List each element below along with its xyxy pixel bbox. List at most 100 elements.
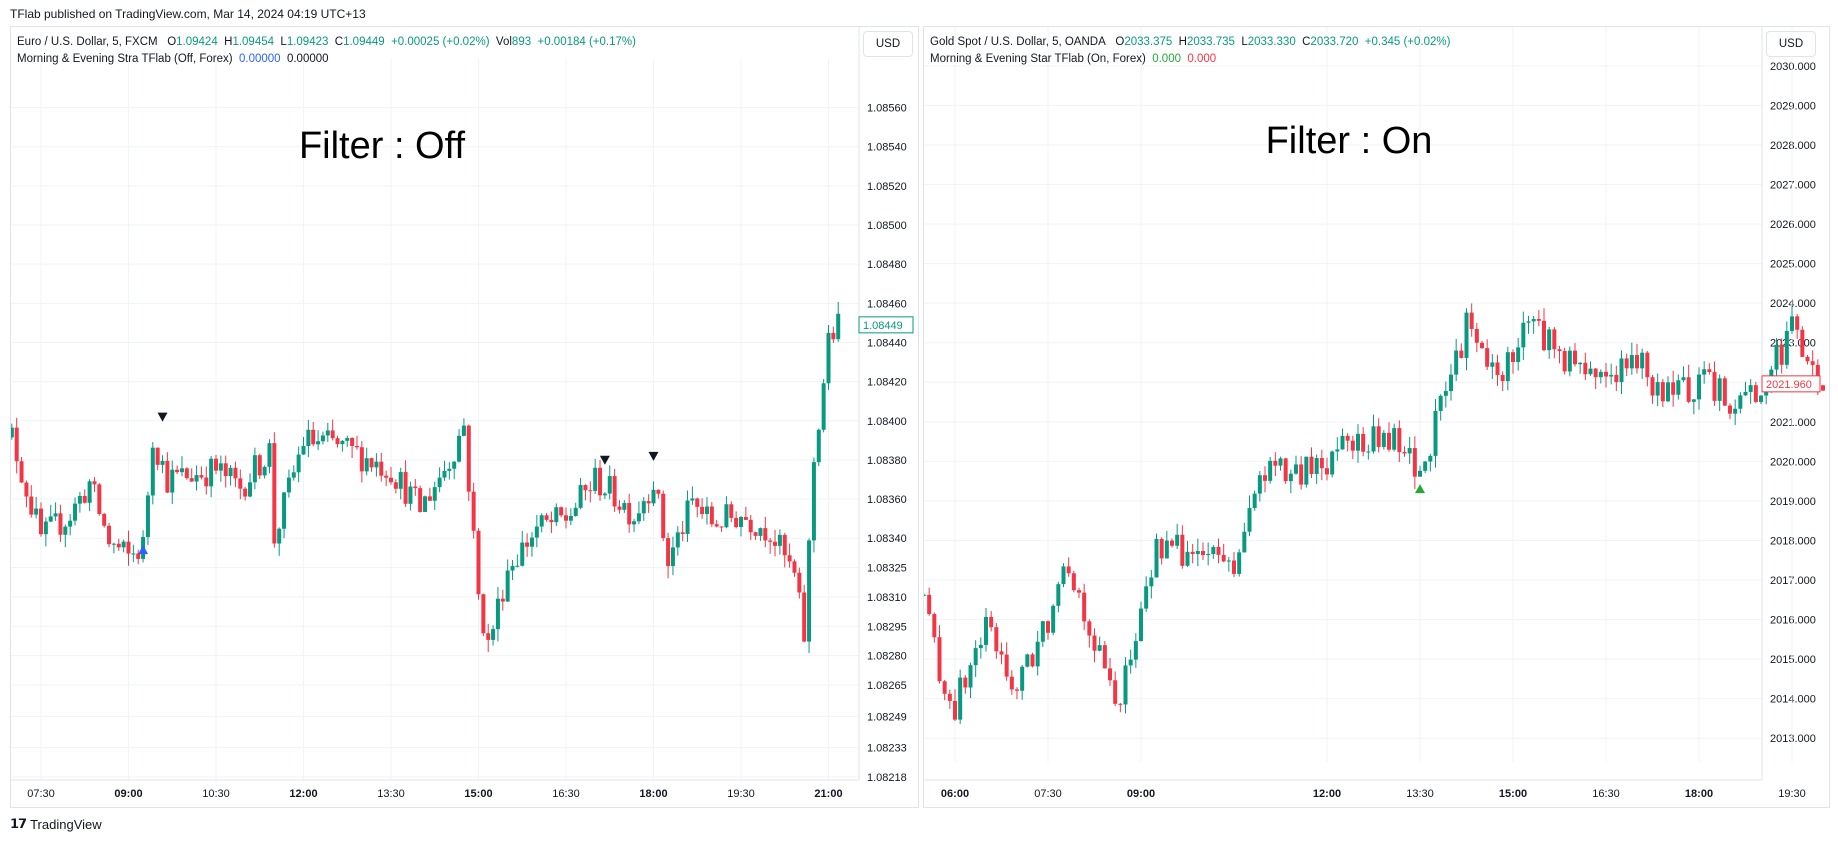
candle-body [272, 443, 277, 544]
x-tick-label: 15:00 [1499, 788, 1527, 800]
y-tick-label: 1.08400 [867, 416, 907, 428]
y-tick-label: 2016.000 [1770, 615, 1816, 627]
indicator-title[interactable]: Morning & Evening Star TFlab (On, Forex) [930, 53, 1146, 65]
candle-body [1583, 362, 1588, 375]
candle-body [777, 534, 782, 546]
candle-body [622, 503, 627, 510]
candle-body [994, 627, 999, 652]
last-price-tag [858, 316, 914, 334]
candle-body [1314, 458, 1319, 474]
candle-body [189, 478, 194, 482]
x-tick-label: 19:30 [1778, 788, 1806, 800]
indicator-title[interactable]: Morning & Evening Stra TFlab (Off, Forex… [17, 53, 233, 65]
candle-body [602, 493, 607, 496]
candle-body [1330, 451, 1335, 475]
candle-body [1552, 329, 1557, 350]
candle-body [724, 504, 729, 528]
candle-body [1345, 435, 1350, 441]
candle-body [1753, 385, 1758, 402]
published-caption: TFlab published on TradingView.com, Mar … [10, 7, 366, 21]
y-tick-label: 2021.000 [1770, 417, 1816, 429]
candle-body [1247, 508, 1252, 532]
evening-star-signal-icon [648, 451, 659, 461]
candle-body [1170, 540, 1174, 546]
candle-body [1035, 641, 1040, 667]
candle-body [471, 491, 476, 531]
x-tick-label: 16:30 [1592, 788, 1620, 800]
currency-button[interactable]: USD [1766, 31, 1816, 57]
candle-body [286, 477, 291, 493]
candle-body [1521, 322, 1526, 348]
candle-body [505, 570, 510, 602]
symbol-title[interactable]: Gold Spot / U.S. Dollar, 5, OANDA [930, 36, 1106, 48]
candle-body [1180, 534, 1185, 566]
xauusd-chart[interactable]: 2030.000 2029.000 2028.000 2027.000 2026.000… [924, 27, 1829, 807]
candle-body [1578, 362, 1583, 365]
candle-body [1433, 410, 1438, 456]
volume-change: +0.00184 (+0.17%) [537, 36, 636, 48]
candle-body [709, 506, 714, 525]
candle-body [568, 515, 573, 521]
candle-body [301, 446, 306, 455]
candle-body [714, 524, 719, 527]
eurusd-chart-panel[interactable]: 1.08560 1.08540 1.08520 1.08500 1.08480 1.084… [10, 26, 919, 808]
candle-body [1283, 458, 1288, 482]
candle-body [1526, 321, 1531, 323]
candle-body [136, 553, 141, 559]
candle-body [1149, 577, 1154, 587]
candle-body [695, 498, 700, 507]
candle-body [1464, 312, 1469, 358]
x-tick-label: 13:30 [1406, 788, 1434, 800]
candle-body [1418, 470, 1422, 477]
indicator-value-1: 0.00000 [239, 53, 281, 65]
candle-body [999, 651, 1004, 655]
candle-body [413, 486, 418, 489]
candle-body [442, 470, 447, 478]
y-tick-label: 2013.000 [1770, 733, 1816, 745]
y-tick-label: 1.08265 [867, 680, 907, 692]
y-tick-label: 1.08480 [867, 259, 907, 271]
candle-body [179, 468, 184, 473]
candle-body [1392, 428, 1397, 450]
candle-body [1573, 350, 1577, 365]
candle-body [1454, 350, 1459, 375]
x-tick-label: 06:00 [941, 788, 969, 800]
candle-body [787, 555, 792, 562]
eurusd-chart[interactable]: 1.08560 1.08540 1.08520 1.08500 1.08480 1.084… [11, 27, 918, 807]
candle-body [204, 477, 209, 487]
candle-body [87, 481, 92, 503]
candle-body [1082, 592, 1087, 622]
xauusd-chart-panel[interactable]: 2030.000 2029.000 2028.000 2027.000 2026.000… [923, 26, 1830, 808]
candle-body [743, 516, 748, 520]
candle-body [418, 488, 423, 512]
candle-body [165, 460, 170, 493]
y-tick-label: 2019.000 [1770, 496, 1816, 508]
candle-body [325, 430, 330, 436]
candle-body [218, 463, 223, 471]
candle-body [252, 455, 257, 483]
candle-body [636, 513, 641, 522]
candle-body [131, 553, 136, 555]
candle-body [29, 496, 34, 515]
candle-body [1738, 395, 1743, 409]
candle-body [1232, 560, 1236, 574]
filter-annotation: Filter : Off [299, 125, 466, 167]
candle-body [583, 485, 588, 491]
candle-body [1671, 382, 1676, 395]
candle-body [510, 566, 515, 571]
candle-body [685, 500, 690, 534]
candle-body [374, 461, 379, 468]
candle-body [1495, 362, 1500, 376]
candle-body [1273, 460, 1278, 466]
candle-body [354, 446, 359, 448]
high-value: 2033.735 [1186, 36, 1235, 48]
candle-body [393, 482, 398, 489]
currency-button[interactable]: USD [863, 31, 913, 57]
candle-body [1350, 440, 1355, 451]
candle-body [607, 476, 612, 494]
x-tick-label: 12:00 [289, 788, 317, 800]
candle-body [1614, 374, 1619, 383]
symbol-title[interactable]: Euro / U.S. Dollar, 5, FXCM [17, 36, 158, 48]
candle-body [111, 543, 116, 545]
candle-body [1056, 584, 1061, 606]
